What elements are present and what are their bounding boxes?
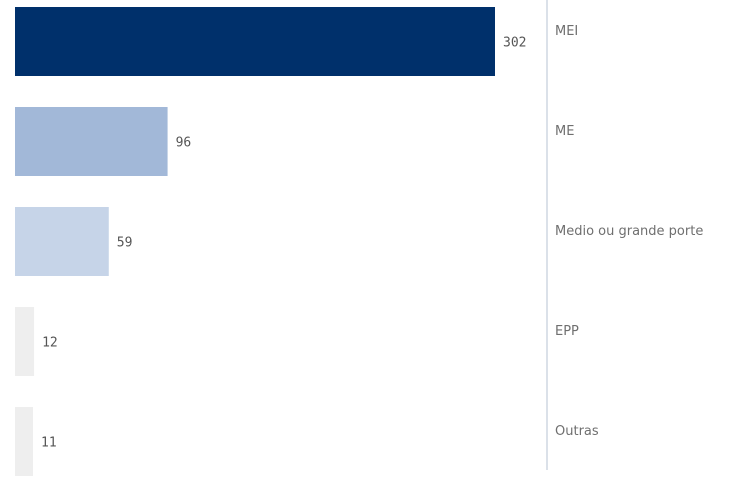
category-label-epp: EPP (555, 324, 579, 339)
value-label-mei: 302 (503, 36, 526, 51)
category-label-outras: Outras (555, 424, 599, 439)
bar-outras (15, 407, 33, 476)
bar-me (15, 107, 168, 176)
bar-medio-ou-grande-porte (15, 207, 109, 276)
value-labels-group: 302 96 59 12 11 (41, 36, 526, 451)
value-label-me: 96 (176, 136, 192, 151)
bars-group (15, 7, 495, 476)
value-label-epp: 12 (42, 336, 58, 351)
bar-mei (15, 7, 495, 76)
category-label-medio-ou-grande-porte: Medio ou grande porte (555, 224, 703, 239)
value-label-outras: 11 (41, 436, 57, 451)
value-label-medio-ou-grande-porte: 59 (117, 236, 133, 251)
category-labels-group: MEI ME Medio ou grande porte EPP Outras (555, 24, 703, 439)
category-label-me: ME (555, 124, 574, 139)
bar-epp (15, 307, 35, 376)
category-label-mei: MEI (555, 24, 578, 39)
